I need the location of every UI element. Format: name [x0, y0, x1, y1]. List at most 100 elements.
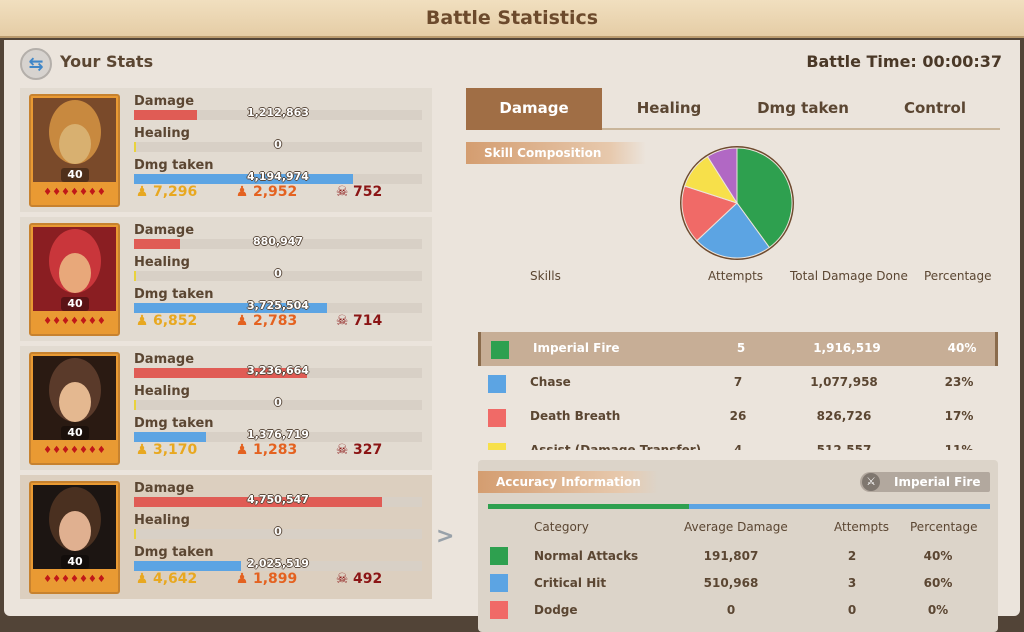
accuracy-panel: Accuracy Information ⚔ Imperial Fire Cat…: [478, 460, 998, 632]
healing-bar-fill: [134, 142, 137, 152]
skill-attempts: 4: [733, 443, 743, 450]
deaths-stat: ☠ 752: [334, 184, 383, 200]
skill-row[interactable]: Imperial Fire 5 1,916,519 40%: [478, 332, 998, 366]
tab-dmg-taken[interactable]: Dmg taken: [757, 99, 849, 117]
accuracy-percentage: 60%: [923, 576, 953, 590]
hero-portrait[interactable]: 40 ♦♦♦♦♦♦♦: [29, 94, 120, 207]
hero-portrait[interactable]: 40 ♦♦♦♦♦♦♦: [29, 223, 120, 336]
dmg-taken-label: Dmg taken: [134, 158, 214, 173]
deaths-stat: ☠ 492: [334, 571, 383, 587]
accuracy-average: 0: [726, 603, 736, 617]
hero-card[interactable]: 40 ♦♦♦♦♦♦♦ Damage 880,947 Healing 0 Dmg …: [20, 217, 432, 341]
hero-card[interactable]: 40 ♦♦♦♦♦♦♦ Damage 3,236,664 Healing 0 Dm…: [20, 346, 432, 470]
hero-counts: ♟ 7,296 ♟ 2,952 ☠ 752: [134, 184, 424, 202]
skill-total-damage: 512,557: [816, 443, 872, 450]
troops-loss-icon: ♟: [235, 313, 249, 329]
deaths-value: 327: [353, 442, 383, 458]
dmg-taken-value: 1,376,719: [247, 428, 309, 441]
skill-percentage: 40%: [947, 341, 977, 355]
accuracy-color-swatch: [490, 601, 508, 619]
tab-control[interactable]: Control: [903, 99, 966, 117]
dmg-taken-bar-fill: [134, 303, 327, 313]
dmg-taken-bar: 1,376,719: [134, 428, 422, 442]
dmg-taken-bar-fill: [134, 174, 353, 184]
skill-name: Death Breath: [530, 409, 621, 423]
hero-avatar: [33, 356, 116, 440]
skill-row[interactable]: Chase 7 1,077,958 23%: [478, 366, 998, 400]
dmg-taken-value: 3,725,504: [247, 299, 309, 312]
skill-attempts: 7: [733, 375, 743, 389]
troops-kill-icon: ♟: [135, 313, 149, 329]
skill-row[interactable]: Assist (Damage Transfer) 4 512,557 11%: [478, 434, 998, 450]
kills-value: 6,852: [153, 313, 198, 329]
damage-bar: 880,947: [134, 235, 422, 249]
assists-value: 1,899: [253, 571, 298, 587]
healing-bar-fill: [134, 529, 137, 539]
assists-stat: ♟ 2,783: [234, 313, 298, 329]
healing-label: Healing: [134, 513, 190, 528]
hero-avatar: [33, 98, 116, 182]
skill-color-swatch: [491, 341, 509, 359]
skill-name: Assist (Damage Transfer): [530, 443, 702, 450]
skill-composition-header: Skill Composition: [466, 142, 646, 164]
hero-stars: ♦♦♦♦♦♦♦: [43, 574, 106, 585]
expand-arrow-icon[interactable]: >: [436, 524, 455, 549]
hero-card[interactable]: 40 ♦♦♦♦♦♦♦ Damage 1,212,863 Healing 0 Dm…: [20, 88, 432, 212]
main-panel: ⇆ Your Stats Battle Time: 00:00:37 40 ♦♦…: [4, 40, 1020, 632]
damage-bar-fill: [134, 497, 382, 507]
troops-loss-icon: ♟: [235, 184, 249, 200]
back-button[interactable]: ⇆: [20, 48, 52, 80]
skull-icon: ☠: [335, 442, 349, 458]
hero-level: 40: [61, 555, 89, 569]
col-percentage: Percentage: [924, 269, 992, 283]
healing-label: Healing: [134, 384, 190, 399]
pie-slice-1: [736, 147, 793, 249]
pie-slice-2: [696, 202, 771, 259]
acc-col-average: Average Damage: [684, 520, 788, 534]
pie-slice-5: [706, 147, 738, 205]
kills-value: 3,170: [153, 442, 198, 458]
tab-healing[interactable]: Healing: [636, 99, 702, 117]
skill-pie-chart: [680, 146, 794, 260]
accuracy-average: 191,807: [703, 549, 759, 563]
dmg-taken-value: 2,025,519: [247, 557, 309, 570]
skill-percentage: 17%: [944, 409, 974, 423]
skill-total-damage: 826,726: [816, 409, 872, 423]
accuracy-attempts: 2: [847, 549, 857, 563]
hero-stars: ♦♦♦♦♦♦♦: [43, 187, 106, 198]
hero-stars: ♦♦♦♦♦♦♦: [43, 445, 106, 456]
dmg-taken-bar-fill: [134, 561, 241, 571]
assists-stat: ♟ 2,952: [234, 184, 298, 200]
skill-select-button[interactable]: ⚔ Imperial Fire: [860, 472, 990, 492]
accuracy-row: Critical Hit 510,968 3 60%: [478, 571, 998, 597]
healing-bar-fill: [134, 400, 137, 410]
assists-stat: ♟ 1,283: [234, 442, 298, 458]
assists-value: 2,952: [253, 184, 298, 200]
dmg-taken-bar: 4,194,974: [134, 170, 422, 184]
skill-row[interactable]: Death Breath 26 826,726 17%: [478, 400, 998, 434]
troops-kill-icon: ♟: [135, 184, 149, 200]
healing-value: 0: [274, 396, 282, 409]
hero-counts: ♟ 4,642 ♟ 1,899 ☠ 492: [134, 571, 424, 589]
col-attempts: Attempts: [708, 269, 764, 283]
skill-name: Chase: [530, 375, 571, 389]
hero-level: 40: [61, 168, 89, 182]
skill-percentage: 11%: [944, 443, 974, 450]
accuracy-progress-fill: [488, 504, 689, 509]
deaths-value: 752: [353, 184, 383, 200]
healing-label: Healing: [134, 126, 190, 141]
hero-card[interactable]: 40 ♦♦♦♦♦♦♦ Damage 4,750,547 Healing 0 Dm…: [20, 475, 432, 599]
accuracy-row: Dodge 0 0 0%: [478, 598, 998, 624]
tab-damage[interactable]: Damage: [466, 88, 602, 130]
accuracy-percentage: 40%: [923, 549, 953, 563]
skill-color-swatch: [488, 443, 506, 450]
dmg-taken-label: Dmg taken: [134, 545, 214, 560]
hero-portrait[interactable]: 40 ♦♦♦♦♦♦♦: [29, 352, 120, 465]
hero-portrait[interactable]: 40 ♦♦♦♦♦♦♦: [29, 481, 120, 594]
skull-icon: ☠: [335, 313, 349, 329]
kills-value: 4,642: [153, 571, 198, 587]
skill-table: Imperial Fire 5 1,916,519 40% Chase 7 1,…: [466, 88, 1000, 450]
healing-value: 0: [274, 525, 282, 538]
damage-bar-fill: [134, 239, 181, 249]
kills-stat: ♟ 7,296: [134, 184, 198, 200]
